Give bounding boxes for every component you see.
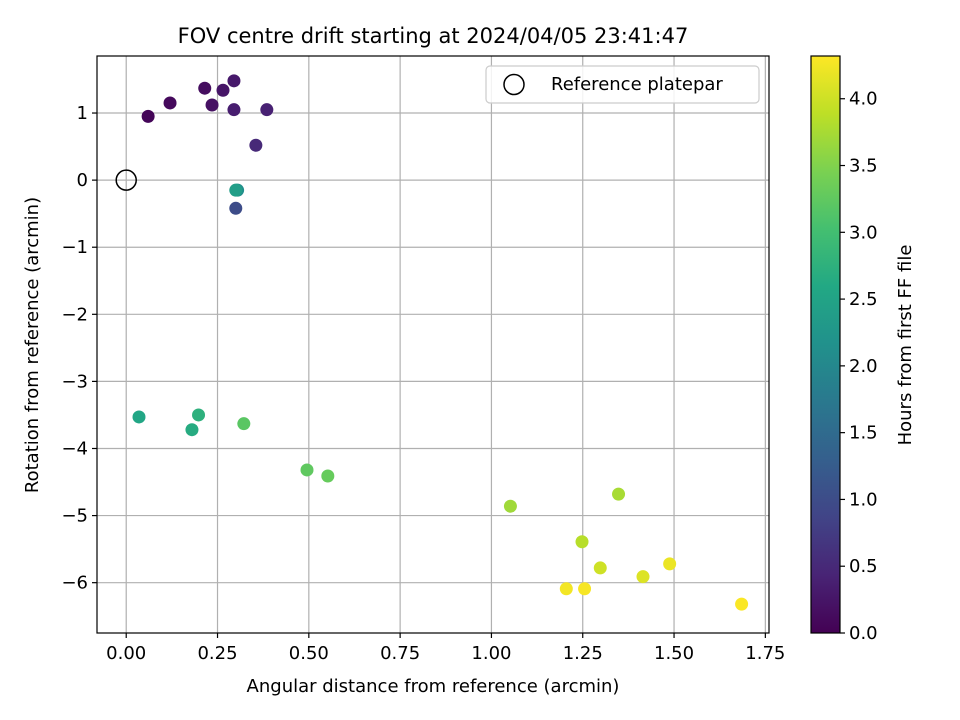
- colorbar-tick-label: 4.0: [849, 89, 878, 110]
- data-point: [559, 582, 573, 596]
- colorbar-label: Hours from first FF file: [895, 245, 916, 446]
- data-point: [216, 83, 230, 97]
- legend-label: Reference platepar: [551, 74, 723, 95]
- data-point: [321, 469, 335, 483]
- x-tick-label: 1.75: [745, 643, 785, 664]
- grid: [97, 56, 769, 633]
- x-axis-label: Angular distance from reference (arcmin): [247, 676, 620, 697]
- data-point: [205, 98, 219, 112]
- reference-point-icon: [115, 169, 137, 191]
- x-tick-label: 0.50: [289, 643, 329, 664]
- legend: Reference platepar: [485, 65, 760, 104]
- x-tick-label: 1.00: [471, 643, 511, 664]
- y-tick-label: 0: [77, 170, 88, 191]
- data-point: [198, 81, 212, 95]
- colorbar: [810, 55, 841, 634]
- data-point: [229, 201, 243, 215]
- x-axis-ticks: 0.00 0.25 0.50 0.75 1.00 1.25 1.50 1.75: [106, 633, 785, 664]
- reference-marker: [115, 169, 137, 191]
- legend-marker-icon: [503, 73, 525, 96]
- data-point: [141, 109, 155, 123]
- y-tick-label: −5: [61, 506, 88, 527]
- data-point: [300, 463, 314, 477]
- chart-title: FOV centre drift starting at 2024/04/05 …: [178, 24, 689, 48]
- colorbar-tick-label: 1.5: [849, 423, 878, 444]
- data-point: [227, 74, 241, 88]
- colorbar-tick-label: 3.5: [849, 156, 878, 177]
- data-point: [237, 417, 251, 431]
- data-point: [192, 408, 206, 422]
- data-point: [249, 138, 263, 152]
- y-axis-ticks: 1 0 −1 −2 −3 −4 −5 −6: [61, 103, 97, 594]
- colorbar-tick-label: 0.5: [849, 556, 878, 577]
- legend-box: [485, 65, 760, 104]
- y-axis-label: Rotation from reference (arcmin): [22, 197, 43, 493]
- data-point: [185, 423, 199, 437]
- data-point: [593, 561, 607, 575]
- plot-frame: [96, 55, 770, 634]
- y-tick-label: −6: [61, 573, 88, 594]
- x-tick-label: 0.75: [380, 643, 420, 664]
- data-point: [578, 582, 592, 596]
- colorbar-tick-label: 2.0: [849, 356, 878, 377]
- y-tick-label: 1: [77, 103, 88, 124]
- y-tick-label: −1: [61, 237, 88, 258]
- colorbar-tick-label: 1.0: [849, 489, 878, 510]
- x-tick-label: 1.25: [563, 643, 603, 664]
- data-point: [260, 103, 274, 117]
- colorbar-tick-label: 2.5: [849, 289, 878, 310]
- x-tick-label: 0.25: [197, 643, 237, 664]
- data-point: [612, 487, 626, 501]
- colorbar-tick-label: 3.0: [849, 222, 878, 243]
- colorbar-ticks: 0.0 0.5 1.0 1.5 2.0 2.5 3.0 3.5 4.0: [840, 89, 878, 644]
- data-point: [636, 570, 650, 584]
- x-tick-label: 1.50: [654, 643, 694, 664]
- data-points: [132, 74, 749, 611]
- data-point: [132, 410, 146, 424]
- y-tick-label: −4: [61, 438, 88, 459]
- data-point: [575, 535, 589, 549]
- data-point: [663, 557, 677, 571]
- y-tick-label: −2: [61, 304, 88, 325]
- data-point: [503, 499, 517, 513]
- y-tick-label: −3: [61, 371, 88, 392]
- data-point: [227, 103, 241, 117]
- colorbar-tick-label: 0.0: [849, 623, 878, 644]
- data-point: [735, 597, 749, 611]
- data-point: [229, 183, 243, 197]
- data-point: [163, 96, 177, 110]
- x-tick-label: 0.00: [106, 643, 146, 664]
